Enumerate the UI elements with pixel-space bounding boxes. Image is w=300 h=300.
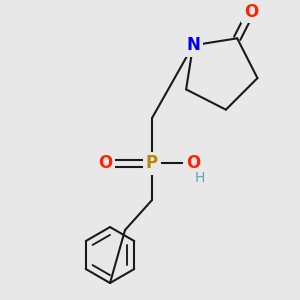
Text: O: O xyxy=(98,154,112,172)
Text: O: O xyxy=(186,154,200,172)
Text: O: O xyxy=(244,3,258,21)
Text: N: N xyxy=(186,36,200,54)
Text: P: P xyxy=(146,154,158,172)
Text: H: H xyxy=(195,171,205,185)
